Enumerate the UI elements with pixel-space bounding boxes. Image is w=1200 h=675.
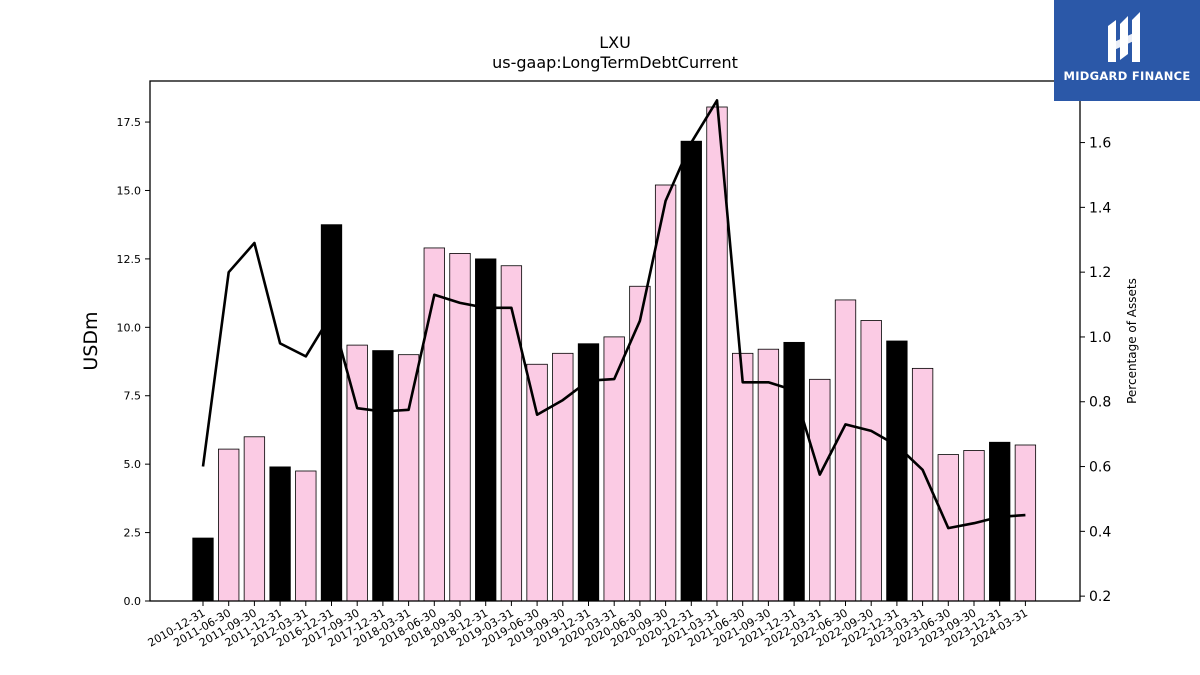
- bar: [526, 363, 548, 602]
- bar: [629, 285, 651, 602]
- bar: [834, 299, 857, 602]
- y2-axis-label: Percentage of Assets: [1125, 278, 1139, 404]
- bar: [320, 224, 343, 602]
- y2-tick-label: 0.8: [1089, 395, 1111, 411]
- bar: [989, 441, 1011, 602]
- bar: [397, 354, 420, 602]
- bar: [757, 348, 780, 602]
- bar-group: [192, 106, 1037, 602]
- y-tick-label: 12.5: [117, 253, 142, 266]
- y-axis-label: USDm: [80, 311, 102, 370]
- bar: [243, 436, 266, 602]
- bar: [809, 378, 831, 602]
- y2-tick-label: 0.2: [1089, 589, 1111, 605]
- logo-mark-icon: [1108, 12, 1140, 62]
- bar: [192, 537, 214, 602]
- bar: [218, 448, 240, 602]
- y2-tick-label: 0.6: [1089, 460, 1111, 476]
- y2-tick-label: 1.2: [1089, 265, 1111, 281]
- bar: [680, 140, 702, 602]
- bar: [552, 352, 574, 602]
- bar: [500, 265, 523, 602]
- bar: [732, 352, 754, 602]
- chart-title: LXU: [599, 33, 631, 52]
- y2-tick-label: 1.0: [1089, 330, 1111, 346]
- logo-text: MIDGARD FINANCE: [1063, 69, 1191, 83]
- bar: [423, 247, 445, 602]
- bar: [886, 340, 908, 602]
- series-line: [201, 99, 1026, 530]
- bar: [860, 320, 882, 602]
- y2-axis: 0.2 0.4 0.6 0.8 1.0 1.2 1.4 1.6: [1080, 136, 1111, 605]
- x-axis: 2010-12-312011-06-302011-09-302011-12-31…: [146, 601, 1030, 650]
- y-axis: 0.0 2.5 5.0 7.5 10.0 12.5 15.0 17.5: [117, 116, 150, 608]
- y2-tick-label: 1.4: [1089, 200, 1111, 216]
- bar: [654, 184, 677, 602]
- y-tick-label: 2.5: [124, 527, 142, 540]
- bar: [269, 466, 291, 602]
- chart-subtitle: us-gaap:LongTermDebtCurrent: [492, 53, 738, 72]
- bar: [372, 350, 394, 602]
- brand-logo: MIDGARD FINANCE: [1054, 0, 1200, 101]
- y-tick-label: 0.0: [124, 595, 142, 608]
- y2-tick-label: 0.4: [1089, 524, 1111, 540]
- y-tick-label: 17.5: [117, 116, 142, 129]
- bar: [1014, 444, 1037, 602]
- y2-tick-label: 1.6: [1089, 136, 1111, 152]
- y-tick-label: 10.0: [117, 321, 142, 334]
- bar: [295, 470, 317, 602]
- y-tick-label: 7.5: [124, 390, 142, 403]
- bar: [475, 258, 497, 602]
- y-tick-label: 15.0: [117, 184, 142, 197]
- plot-frame: [149, 80, 1081, 602]
- bar: [783, 341, 805, 602]
- y-tick-label: 5.0: [124, 458, 142, 471]
- line-group: [201, 99, 1026, 530]
